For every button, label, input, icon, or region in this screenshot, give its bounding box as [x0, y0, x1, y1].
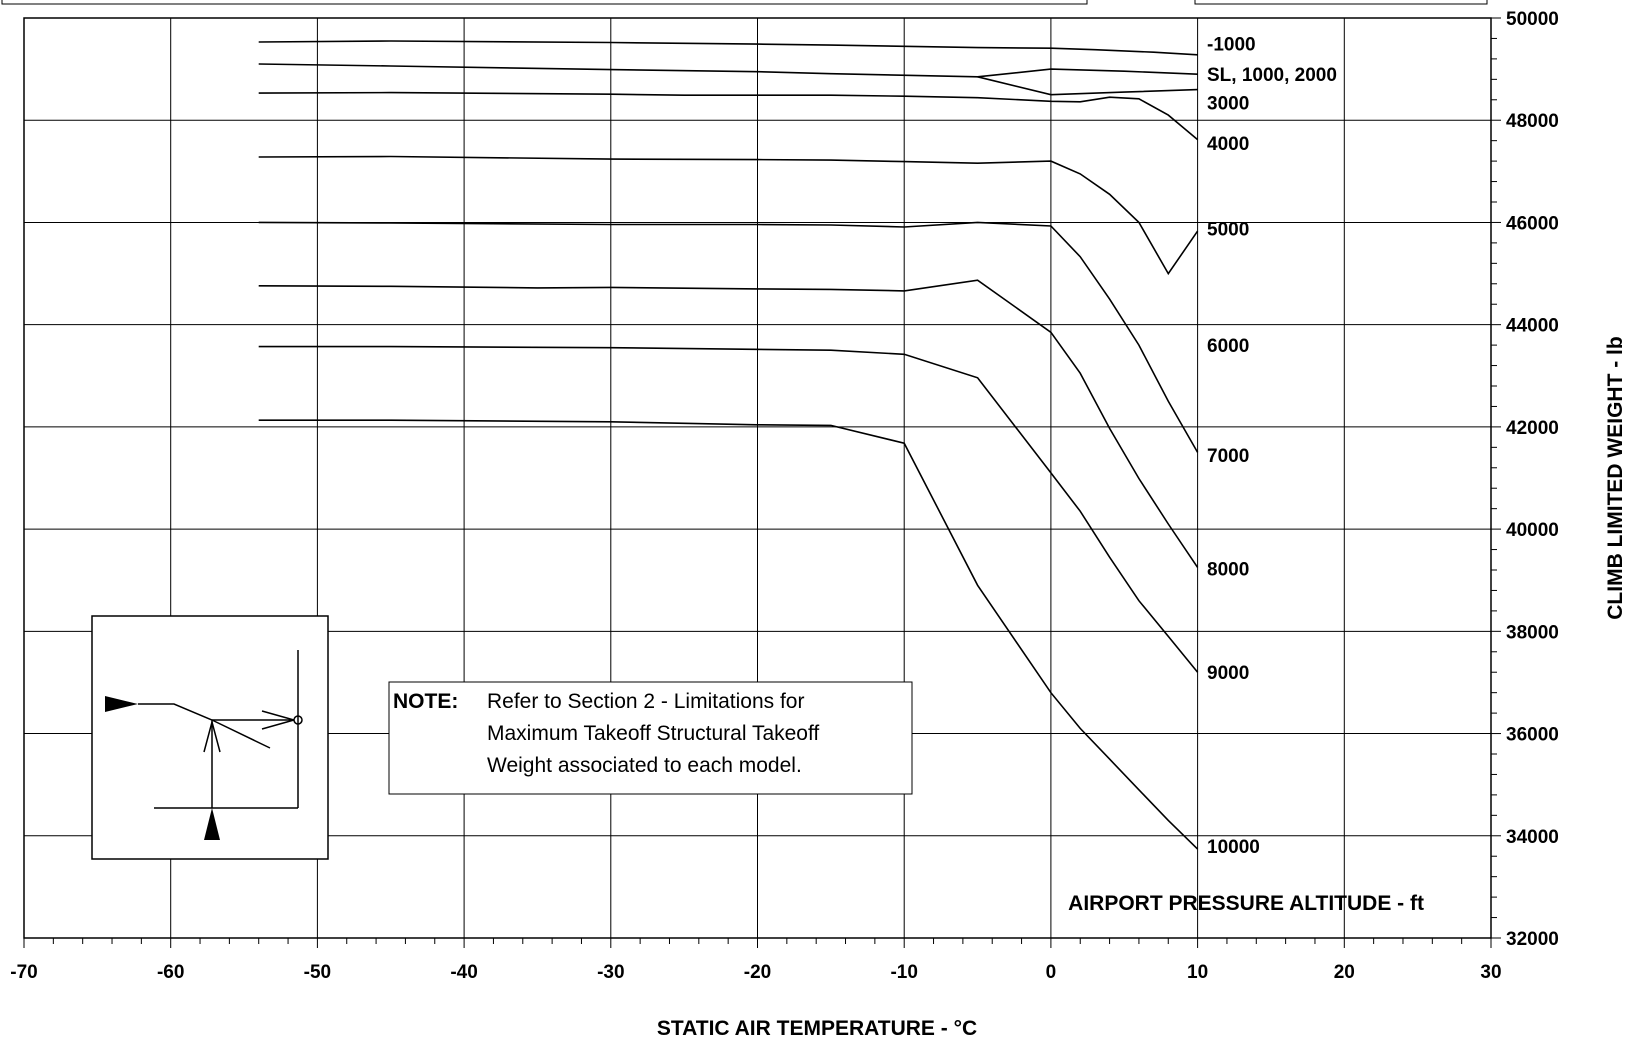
- x-tick-label: -60: [157, 962, 184, 983]
- y-tick-label: 36000: [1506, 725, 1559, 746]
- x-tick-label: -50: [304, 962, 331, 983]
- x-tick-label: 10: [1187, 962, 1208, 983]
- x-tick-label: -40: [450, 962, 477, 983]
- minor-ticks: [23, 17, 1501, 948]
- header-box-left: [1, 0, 1088, 5]
- y-tick-label: 40000: [1506, 520, 1559, 541]
- x-tick-label: 20: [1334, 962, 1355, 983]
- series-label: 4000: [1207, 134, 1249, 155]
- y-tick-label: 44000: [1506, 316, 1559, 337]
- y-tick-label: 48000: [1506, 111, 1559, 132]
- y-tick-labels: 32000 34000 36000 38000 40000 42000 44000 46000…: [1506, 9, 1559, 950]
- series-curve: [258, 63, 1198, 78]
- x-axis-title: STATIC AIR TEMPERATURE - °C: [657, 1017, 977, 1039]
- x-tick-label: 30: [1480, 962, 1501, 983]
- x-tick-label: 0: [1046, 962, 1057, 983]
- series-curve: [258, 345, 1199, 673]
- series-label: 5000: [1207, 220, 1249, 241]
- series-label: -1000: [1207, 35, 1256, 56]
- series-labels: -1000 SL, 1000, 2000 3000 4000 5000 6000 7000 8…: [1207, 35, 1337, 858]
- x-tick-label: -20: [744, 962, 771, 983]
- y-tick-label: 50000: [1506, 9, 1559, 30]
- y-tick-label: 42000: [1506, 418, 1559, 439]
- series-curve: [258, 155, 1199, 276]
- series-curve: [258, 279, 1199, 568]
- series-curve: [258, 419, 1199, 850]
- series-curve: [258, 91, 1199, 141]
- x-tick-label: -10: [890, 962, 917, 983]
- x-tick-label: -70: [10, 962, 37, 983]
- header-box-right: [1194, 0, 1488, 5]
- y-tick-label: 46000: [1506, 213, 1559, 234]
- series-curve: [977, 76, 1198, 96]
- y-axis-title: CLIMB LIMITED WEIGHT - lb: [1604, 336, 1627, 619]
- x-tick-label: -30: [597, 962, 624, 983]
- series-label: 9000: [1207, 663, 1249, 684]
- plot-frame: [23, 17, 1492, 939]
- series-curve: [258, 40, 1198, 56]
- series-label: 7000: [1207, 446, 1249, 467]
- x-tick-labels: -70 -60 -50 -40 -30 -20 -10 0 10 20 30: [10, 962, 1501, 983]
- usage-guide-icon: [91, 615, 329, 860]
- curves: [258, 40, 1199, 850]
- series-label: 8000: [1207, 559, 1249, 580]
- y-tick-label: 34000: [1506, 827, 1559, 848]
- note-line-3: Weight associated to each model.: [487, 754, 802, 777]
- note-line-2: Maximum Takeoff Structural Takeoff: [487, 722, 819, 745]
- series-label: SL, 1000, 2000: [1207, 65, 1337, 86]
- y-tick-label: 32000: [1506, 929, 1559, 950]
- series-label: 6000: [1207, 336, 1249, 357]
- series-label: 10000: [1207, 837, 1260, 858]
- note-heading: NOTE:: [393, 690, 458, 713]
- note-line-1: Refer to Section 2 - Limitations for: [487, 690, 804, 713]
- y-tick-label: 38000: [1506, 622, 1559, 643]
- note-box: NOTE: Refer to Section 2 - Limitations f…: [388, 681, 913, 795]
- series-label: 3000: [1207, 93, 1249, 114]
- series-curve: [258, 221, 1199, 453]
- legend-title: AIRPORT PRESSURE ALTITUDE - ft: [1068, 892, 1424, 915]
